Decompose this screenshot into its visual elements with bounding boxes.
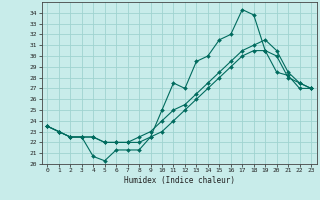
X-axis label: Humidex (Indice chaleur): Humidex (Indice chaleur) [124,176,235,185]
